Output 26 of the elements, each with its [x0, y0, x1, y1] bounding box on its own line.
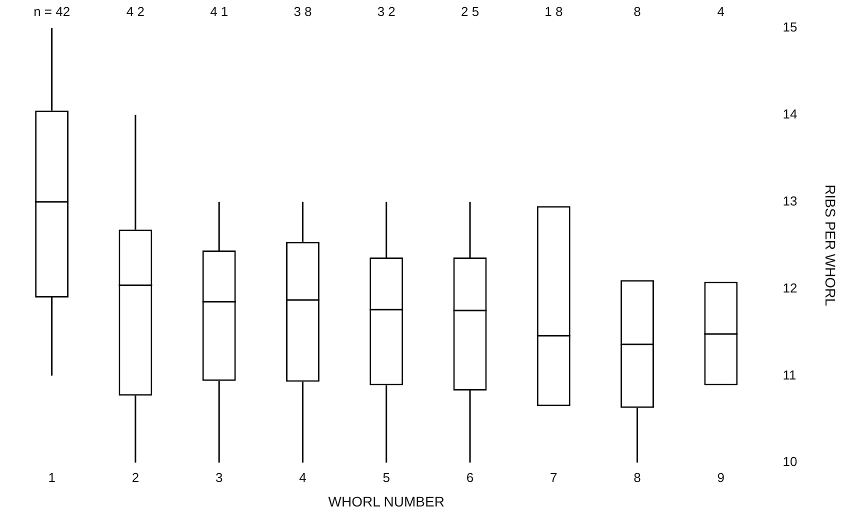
- y-tick-label: 14: [782, 106, 798, 122]
- y-tick-label: 15: [782, 20, 798, 35]
- x-tick-label: 9: [717, 470, 725, 485]
- y-tick-label: 11: [782, 367, 796, 382]
- y-tick-label: 10: [782, 454, 798, 470]
- text: 3 2: [377, 4, 396, 20]
- text: 3 8: [294, 4, 312, 20]
- x-tick-label: 3: [215, 470, 223, 485]
- x-tick-label: 1: [48, 470, 56, 485]
- x-tick-label: 6: [466, 470, 474, 485]
- y-tick-label: 12: [782, 280, 798, 296]
- text: 4: [717, 4, 725, 20]
- x-tick-label: 8: [634, 470, 641, 485]
- text: 1 8: [544, 4, 563, 20]
- text: 2 5: [460, 4, 480, 20]
- x-axis-title: WHORL NUMBER: [328, 493, 444, 510]
- text: n = 42: [34, 4, 70, 20]
- x-tick-label: 2: [132, 470, 140, 485]
- x-tick-label: 4: [299, 470, 306, 485]
- x-tick-label: 5: [382, 470, 390, 485]
- x-tick-label: 7: [550, 470, 558, 485]
- text: 8: [634, 4, 641, 20]
- text: 4 1: [210, 4, 228, 20]
- y-axis-title: RIBS PER WHORL: [822, 184, 839, 306]
- text: 4 2: [126, 4, 144, 20]
- y-tick-label: 13: [782, 193, 798, 208]
